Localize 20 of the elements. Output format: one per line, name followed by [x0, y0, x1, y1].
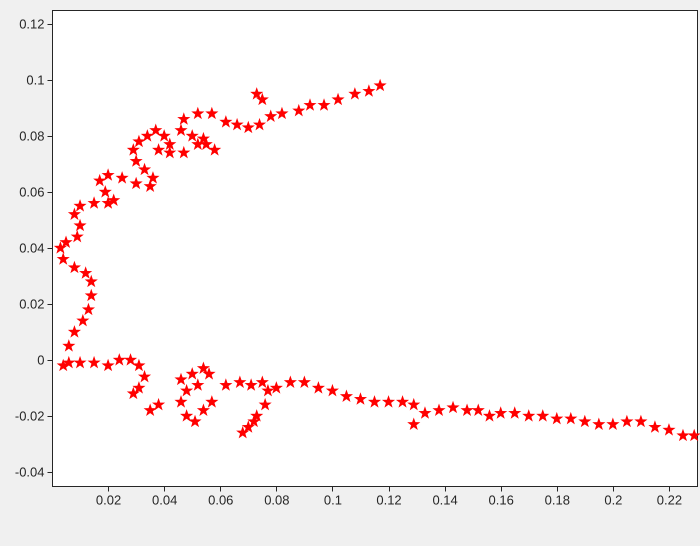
- y-tick-label: 0.1: [26, 72, 44, 88]
- x-tick-label: 0.12: [376, 492, 402, 508]
- x-tick-label: 0.16: [488, 492, 514, 508]
- x-tick-label: 0.06: [208, 492, 234, 508]
- y-tick-label: 0.02: [19, 296, 44, 312]
- y-tick-label: 0.04: [19, 240, 44, 256]
- x-tick-label: 0.02: [96, 492, 122, 508]
- y-tick-label: 0.08: [19, 128, 44, 144]
- x-tick-label: 0.18: [544, 492, 570, 508]
- x-tick-label: 0.1: [324, 492, 342, 508]
- y-tick-label: 0.12: [19, 16, 44, 32]
- y-tick-label: 0: [37, 352, 44, 368]
- x-tick-label: 0.22: [656, 492, 682, 508]
- x-tick-label: 0.04: [152, 492, 178, 508]
- x-tick-label: 0.14: [432, 492, 458, 508]
- y-tick-label: -0.04: [14, 464, 44, 480]
- x-tick-label: 0.08: [264, 492, 290, 508]
- x-tick-label: 0.2: [604, 492, 622, 508]
- y-tick-label: -0.02: [14, 408, 44, 424]
- y-tick-label: 0.06: [19, 184, 44, 200]
